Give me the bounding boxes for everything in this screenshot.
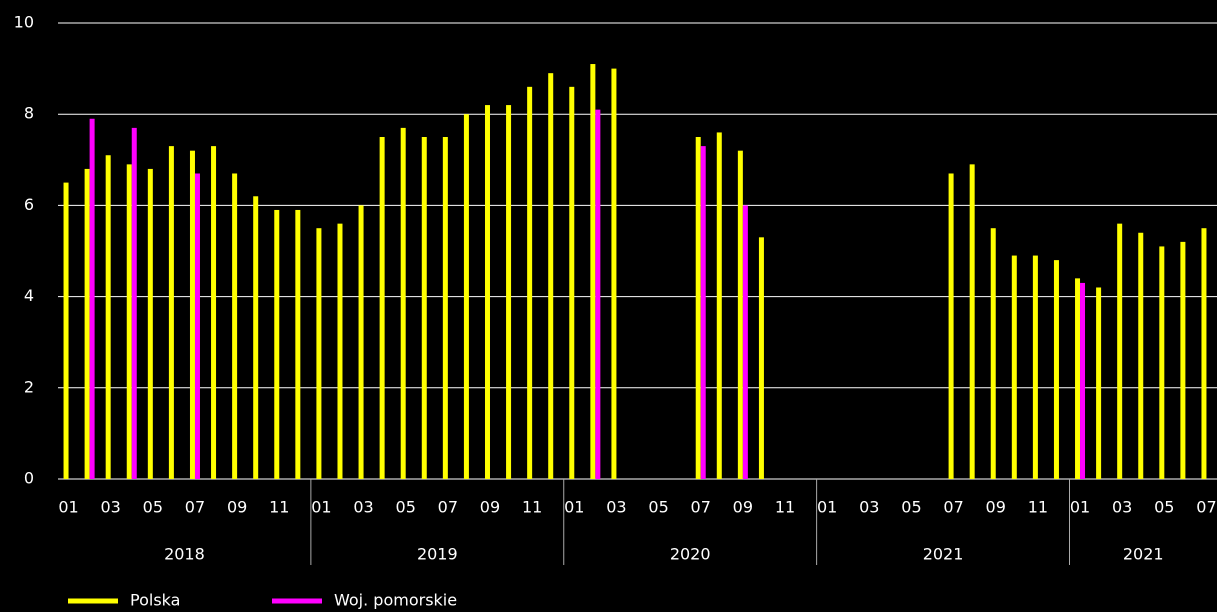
- y-tick-label: 10: [14, 13, 34, 32]
- x-tick-label: 05: [396, 498, 416, 517]
- bar: [990, 228, 996, 479]
- bar: [211, 146, 217, 479]
- bar: [1075, 278, 1081, 479]
- group-label: 2021: [1123, 545, 1164, 564]
- y-tick-label: 0: [24, 469, 34, 488]
- bar: [126, 164, 132, 480]
- bar: [379, 137, 385, 479]
- legend-label: Polska: [130, 591, 180, 610]
- x-tick-label: 07: [438, 498, 458, 517]
- y-tick-label: 4: [24, 286, 34, 305]
- bar: [316, 228, 322, 479]
- legend-label: Woj. pomorskie: [334, 591, 457, 610]
- x-tick-label: 09: [227, 498, 247, 517]
- bar: [358, 205, 364, 479]
- bar: [969, 164, 975, 480]
- x-tick-label: 01: [58, 498, 78, 517]
- x-tick-label: 07: [1196, 498, 1216, 517]
- bar: [590, 64, 596, 479]
- x-tick-label: 11: [522, 498, 542, 517]
- bar: [1180, 241, 1186, 479]
- bar: [131, 127, 137, 479]
- x-tick-label: 05: [648, 498, 668, 517]
- x-tick-label: 03: [606, 498, 626, 517]
- bar: [611, 68, 617, 479]
- bar: [63, 182, 69, 479]
- bar: [463, 114, 469, 479]
- group-label: 2020: [670, 545, 711, 564]
- bar: [716, 132, 722, 479]
- bar: [1159, 246, 1165, 479]
- y-tick-label: 6: [24, 195, 34, 214]
- bar: [1032, 255, 1038, 479]
- y-tick-label: 2: [24, 377, 34, 396]
- x-tick-label: 03: [353, 498, 373, 517]
- x-tick-label: 07: [185, 498, 205, 517]
- x-tick-label: 07: [943, 498, 963, 517]
- x-tick-label: 01: [817, 498, 837, 517]
- x-tick-label: 09: [733, 498, 753, 517]
- x-tick-label: 11: [1028, 498, 1048, 517]
- bar: [758, 237, 764, 479]
- bar: [147, 168, 153, 480]
- bar: [569, 86, 575, 479]
- y-tick-label: 8: [24, 104, 34, 123]
- bar: [484, 105, 490, 479]
- bar: [737, 150, 743, 479]
- group-label: 2019: [417, 545, 458, 564]
- x-tick-label: 05: [1154, 498, 1174, 517]
- x-tick-label: 01: [1070, 498, 1090, 517]
- x-tick-label: 09: [480, 498, 500, 517]
- bar: [695, 137, 701, 479]
- bar: [506, 105, 512, 479]
- bar: [337, 223, 343, 479]
- bar: [1138, 232, 1144, 479]
- x-tick-label: 03: [101, 498, 121, 517]
- bar: [700, 146, 706, 479]
- bar: [400, 127, 406, 479]
- x-tick-label: 07: [691, 498, 711, 517]
- x-tick-label: 09: [986, 498, 1006, 517]
- x-tick-label: 11: [775, 498, 795, 517]
- bar: [527, 86, 533, 479]
- group-label: 2018: [164, 545, 205, 564]
- bar: [253, 196, 259, 479]
- bar: [194, 173, 200, 480]
- bar: [89, 118, 95, 479]
- x-tick-label: 11: [269, 498, 289, 517]
- bar: [1096, 287, 1102, 479]
- bar: [168, 146, 174, 479]
- x-tick-label: 03: [859, 498, 879, 517]
- bar: [105, 155, 111, 480]
- x-tick-label: 01: [311, 498, 331, 517]
- bar: [232, 173, 238, 480]
- bar: [1053, 260, 1059, 479]
- bar: [274, 209, 280, 479]
- bar: [189, 150, 195, 479]
- bar: [548, 73, 554, 479]
- x-tick-label: 05: [901, 498, 921, 517]
- bar: [1201, 228, 1207, 479]
- bar: [595, 109, 601, 479]
- x-tick-label: 03: [1112, 498, 1132, 517]
- bar: [948, 173, 954, 480]
- bar: [442, 137, 448, 479]
- bar: [1011, 255, 1017, 479]
- group-label: 2021: [923, 545, 964, 564]
- bar: [1117, 223, 1123, 479]
- bar: [742, 205, 748, 479]
- bar: [84, 168, 90, 480]
- x-tick-label: 05: [143, 498, 163, 517]
- bar: [1080, 282, 1086, 479]
- bar: [421, 137, 427, 479]
- x-tick-label: 01: [564, 498, 584, 517]
- bar: [295, 209, 301, 479]
